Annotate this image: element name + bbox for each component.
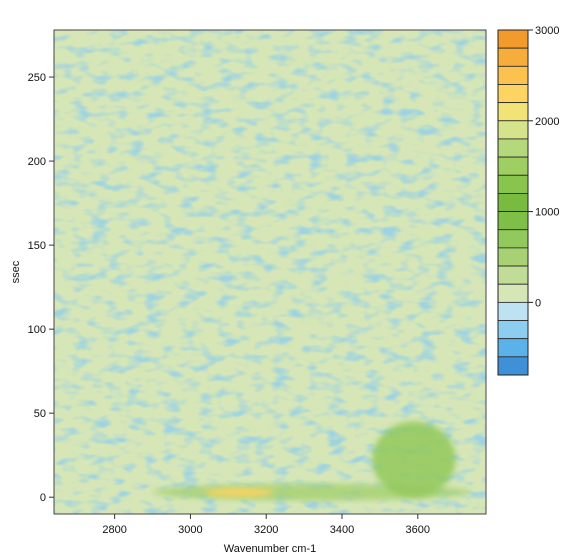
plot-frame [53,29,487,515]
colorbar-swatch [497,174,529,194]
x-axis: 2800 3000 3200 3400 3600 [102,514,430,536]
y-tick-label: 200 [28,156,46,168]
colorbar-swatch [497,47,529,67]
plot-area [53,29,487,515]
colorbar-swatch [497,65,529,85]
heatmap-feature-3 [372,421,456,498]
y-tick-label: 250 [28,72,46,84]
y-axis: 0 50 100 150 200 250 [28,72,54,504]
x-tick-label: 3200 [254,524,278,536]
colorbar-swatch [497,265,529,285]
colorbar-tick-label: 1000 [535,207,559,219]
x-tick-label: 3600 [406,524,430,536]
y-axis-title: ssec [10,260,22,283]
colorbar-swatch [497,247,529,267]
colorbar-swatch [497,283,529,303]
heatmap-features [152,421,471,501]
x-tick-label: 3000 [178,524,202,536]
colorbar-swatch [497,138,529,158]
heatmap-feature-2 [205,487,274,498]
colorbar-swatch [497,193,529,212]
colorbar-frame [497,29,529,376]
y-tick-label: 100 [28,324,46,336]
colorbar-swatch [497,29,529,49]
y-tick-label: 50 [34,408,46,420]
colorbar-swatch [497,84,529,104]
colorbar-swatch [497,120,529,140]
colorbar-swatch [497,320,529,340]
colorbar-swatch [497,301,529,321]
y-tick-label: 150 [28,240,46,252]
colorbar: 0 1000 2000 3000 [497,25,559,376]
colorbar-swatch [497,156,529,176]
colorbar-tick-label: 2000 [535,116,559,128]
colorbar-tick-label: 0 [535,297,541,309]
colorbar-swatch [497,338,529,358]
colorbar-swatch [497,356,529,376]
colorbar-swatch [497,229,529,249]
y-tick-label: 0 [40,492,46,504]
colorbar-swatch [497,211,529,231]
colorbar-tick-label: 3000 [535,25,559,37]
x-tick-label: 2800 [102,524,126,536]
colorbar-swatch [497,102,529,122]
x-axis-title: Wavenumber cm-1 [224,543,317,555]
x-tick-label: 3400 [330,524,354,536]
